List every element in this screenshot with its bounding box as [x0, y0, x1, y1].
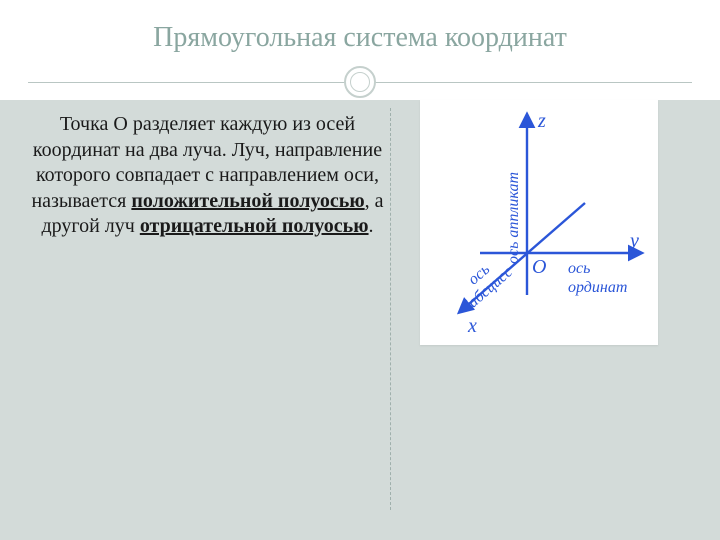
y-axis-letter: y — [628, 230, 639, 252]
ordinate-axis-label-l2: ординат — [568, 279, 627, 296]
slide-title: Прямоугольная система координат — [0, 0, 720, 54]
x-axis-letter: x — [467, 315, 477, 337]
title-divider — [0, 66, 720, 100]
title-circle-inner-icon — [350, 72, 370, 92]
axes-svg: z y x O ось аппликат ось ординат ось абс… — [420, 100, 658, 345]
coordinate-axes-figure: z y x O ось аппликат ось ординат ось абс… — [420, 100, 658, 345]
ordinate-axis-label-l1: ось — [568, 260, 590, 277]
origin-label: O — [532, 256, 546, 278]
vertical-divider — [390, 108, 391, 510]
body-text-part3: . — [369, 215, 374, 237]
body-text: Точка О разделяет каждую из осей координ… — [30, 112, 385, 510]
title-circle-icon — [344, 66, 376, 98]
slide: Прямоугольная система координат Точка О … — [0, 0, 720, 540]
z-axis-letter: z — [537, 110, 546, 132]
positive-semiaxis-term: положительной полуосью — [131, 190, 364, 212]
applicate-axis-label: ось аппликат — [505, 172, 522, 264]
negative-semiaxis-term: отрицательной полуосью — [140, 215, 369, 237]
